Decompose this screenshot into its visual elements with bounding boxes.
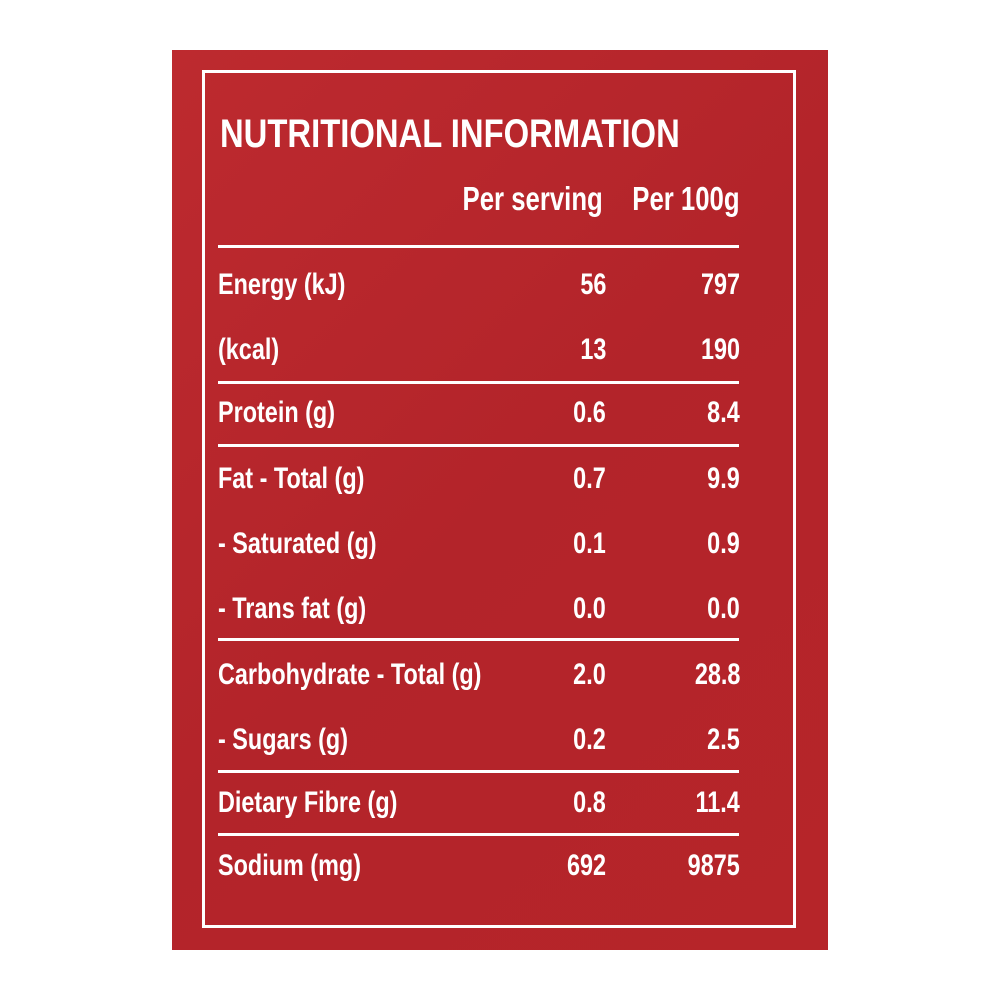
row-serving-fat-total: 0.7 [573, 462, 606, 495]
row-label-carbohydrate: Carbohydrate - Total (g) [218, 658, 482, 691]
row-100g-dietary-fibre: 11.4 [695, 786, 740, 819]
nutrition-frame [202, 70, 796, 928]
row-serving-protein: 0.6 [573, 396, 606, 429]
row-serving-carbohydrate: 2.0 [573, 658, 606, 691]
row-100g-carbohydrate: 28.8 [694, 658, 740, 691]
row-label-trans-fat: - Trans fat (g) [218, 592, 367, 625]
row-100g-sodium: 9875 [687, 849, 740, 882]
carbohydrate-divider [218, 770, 739, 773]
row-label-saturated: - Saturated (g) [218, 527, 377, 560]
nutrition-panel: NUTRITIONAL INFORMATION Per serving Per … [172, 50, 828, 950]
row-label-energy-kj: Energy (kJ) [218, 268, 346, 301]
row-100g-fat-total: 9.9 [707, 462, 740, 495]
protein-divider [218, 444, 739, 447]
header-divider [218, 245, 739, 248]
per-serving-header: Per serving [462, 180, 603, 217]
row-serving-trans-fat: 0.0 [573, 592, 606, 625]
row-label-dietary-fibre: Dietary Fibre (g) [218, 786, 398, 819]
row-label-fat-total: Fat - Total (g) [218, 462, 365, 495]
row-label-kcal: (kcal) [218, 333, 280, 366]
row-100g-trans-fat: 0.0 [707, 592, 740, 625]
row-serving-sugars: 0.2 [573, 723, 606, 756]
row-serving-energy-kj: 56 [579, 268, 606, 301]
energy-divider [218, 381, 739, 384]
row-100g-kcal: 190 [700, 333, 740, 366]
fat-divider [218, 638, 739, 641]
row-100g-sugars: 2.5 [707, 723, 740, 756]
row-100g-energy-kj: 797 [700, 268, 740, 301]
row-serving-dietary-fibre: 0.8 [573, 786, 606, 819]
nutrition-title: NUTRITIONAL INFORMATION [220, 112, 680, 156]
row-serving-sodium: 692 [566, 849, 606, 882]
row-label-sodium: Sodium (mg) [218, 849, 361, 882]
row-label-protein: Protein (g) [218, 396, 335, 429]
row-serving-saturated: 0.1 [573, 527, 606, 560]
row-label-sugars: - Sugars (g) [218, 723, 349, 756]
row-100g-protein: 8.4 [707, 396, 740, 429]
fibre-divider [218, 833, 739, 836]
per-100g-header: Per 100g [632, 180, 740, 217]
row-100g-saturated: 0.9 [707, 527, 740, 560]
row-serving-kcal: 13 [579, 333, 606, 366]
